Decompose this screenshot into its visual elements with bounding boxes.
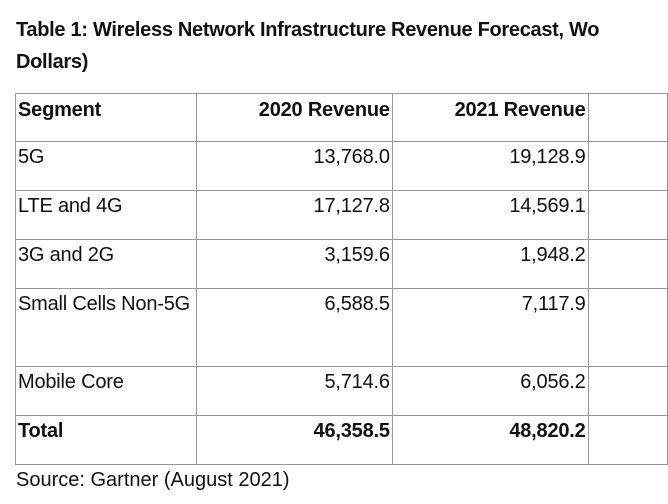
cut-off-cell [587, 415, 668, 465]
table-title-line-1: Table 1: Wireless Network Infrastructure… [16, 19, 600, 41]
revenue-2021-cell: 19,128.9 [391, 141, 589, 191]
cut-off-cell [587, 190, 668, 240]
table-row: Mobile Core 5,714.6 6,056.2 [15, 366, 668, 416]
revenue-2021-cell: 14,569.1 [391, 190, 589, 240]
segment-cell: LTE and 4G [15, 190, 197, 240]
revenue-2020-cell: 3,159.6 [196, 239, 393, 289]
revenue-2021-cell: 1,948.2 [391, 239, 589, 289]
segment-cell: 5G [15, 141, 197, 191]
revenue-2020-cell: 5,714.6 [196, 366, 393, 416]
cut-off-cell [587, 239, 668, 289]
revenue-2021-cell: 48,820.2 [391, 415, 589, 465]
table-title-line-2: Dollars) [16, 51, 89, 73]
column-header-segment: Segment [15, 93, 197, 142]
cut-off-cell [587, 288, 668, 367]
revenue-2020-cell: 13,768.0 [196, 141, 393, 191]
revenue-table: Segment 2020 Revenue 2021 Revenue 5G 13,… [15, 93, 668, 465]
cut-off-cell [587, 366, 668, 416]
revenue-2020-cell: 46,358.5 [196, 415, 393, 465]
table-total-row: Total 46,358.5 48,820.2 [15, 415, 668, 465]
table-header-row: Segment 2020 Revenue 2021 Revenue [15, 93, 668, 142]
source-note: Source: Gartner (August 2021) [16, 469, 290, 491]
segment-cell: Mobile Core [15, 366, 197, 416]
column-header-cut-off [587, 93, 668, 142]
table-title: Table 1: Wireless Network Infrastructure… [16, 14, 668, 78]
revenue-2020-cell: 6,588.5 [196, 288, 393, 367]
table-row: Small Cells Non-5G 6,588.5 7,117.9 [15, 288, 668, 367]
revenue-2021-cell: 7,117.9 [391, 288, 589, 367]
table-row: 5G 13,768.0 19,128.9 [15, 141, 668, 191]
column-header-2020-revenue: 2020 Revenue [196, 93, 393, 142]
table-row: LTE and 4G 17,127.8 14,569.1 [15, 190, 668, 240]
segment-cell: 3G and 2G [15, 239, 197, 289]
table-row: 3G and 2G 3,159.6 1,948.2 [15, 239, 668, 289]
column-header-2021-revenue: 2021 Revenue [391, 93, 589, 142]
revenue-2020-cell: 17,127.8 [196, 190, 393, 240]
revenue-2021-cell: 6,056.2 [391, 366, 589, 416]
cut-off-cell [587, 141, 668, 191]
segment-cell: Total [15, 415, 197, 465]
segment-cell: Small Cells Non-5G [15, 288, 197, 367]
